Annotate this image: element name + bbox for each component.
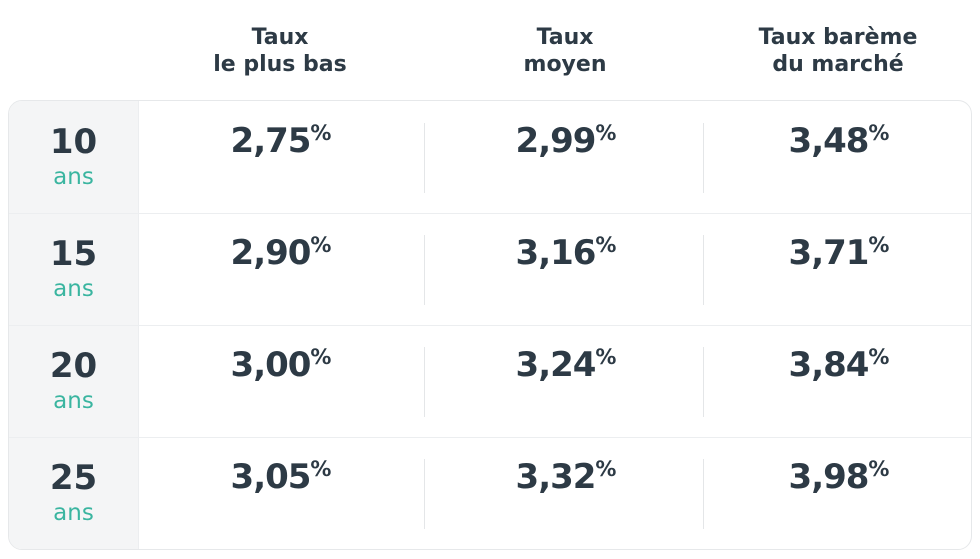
rate: 2,90% [139,233,423,273]
cell-divider [702,347,704,417]
rate-unit: % [868,233,890,257]
header-line: le plus bas [213,52,347,77]
rate: 2,75% [139,121,423,161]
rate-value: 3,32 [515,457,597,497]
rate: 2,99% [424,121,708,161]
rate-unit: % [868,345,890,369]
header-line: Taux [251,25,309,50]
rates-table: 10 ans 2,75% 2,99% 3,48% 15 ans 2,90% 3,16% 3,71%… [8,100,972,550]
column-header: Taux le plus bas [150,24,410,78]
header-line: du marché [772,52,904,77]
rate: 3,71% [697,233,971,273]
rate: 3,16% [424,233,708,273]
rate-value: 2,75 [230,121,312,161]
rate-unit: % [595,121,617,145]
duration: 25 [49,458,98,498]
duration-unit: ans [53,164,94,190]
rate: 3,05% [139,457,423,497]
rate-value: 3,24 [515,345,597,385]
rate-unit: % [310,233,332,257]
rate-value: 3,05 [230,457,312,497]
rate: 3,98% [697,457,971,497]
duration-unit: ans [53,500,94,526]
cell-divider [423,123,425,193]
header-line: Taux [536,25,594,50]
row-divider [9,437,971,438]
column-header: Taux barème du marché [708,24,968,78]
rate-value: 3,48 [788,121,870,161]
header-line: moyen [523,52,607,77]
column-header: Taux moyen [435,24,695,78]
rate: 3,24% [424,345,708,385]
duration-unit: ans [53,276,94,302]
rate-value: 3,00 [230,345,312,385]
duration-unit: ans [53,388,94,414]
cell-divider [423,347,425,417]
header-line: Taux barème [758,25,918,50]
cell-divider [423,235,425,305]
cell-divider [702,123,704,193]
row-divider [9,325,971,326]
rate-value: 3,71 [788,233,870,273]
rate-value: 3,98 [788,457,870,497]
rate-unit: % [310,345,332,369]
rate-unit: % [868,121,890,145]
rate: 3,48% [697,121,971,161]
rate-unit: % [310,457,332,481]
rate-unit: % [595,233,617,257]
rate: 3,84% [697,345,971,385]
rate-unit: % [595,457,617,481]
rate-unit: % [310,121,332,145]
duration: 15 [49,234,98,274]
cell-divider [702,459,704,529]
rate-value: 3,16 [515,233,597,273]
rate: 3,00% [139,345,423,385]
rate-value: 2,90 [230,233,312,273]
rate-value: 3,84 [788,345,870,385]
cell-divider [702,235,704,305]
duration: 10 [49,122,98,162]
rate-unit: % [868,457,890,481]
rate: 3,32% [424,457,708,497]
rate-value: 2,99 [515,121,597,161]
cell-divider [423,459,425,529]
rate-unit: % [595,345,617,369]
duration: 20 [49,346,98,386]
row-divider [9,213,971,214]
